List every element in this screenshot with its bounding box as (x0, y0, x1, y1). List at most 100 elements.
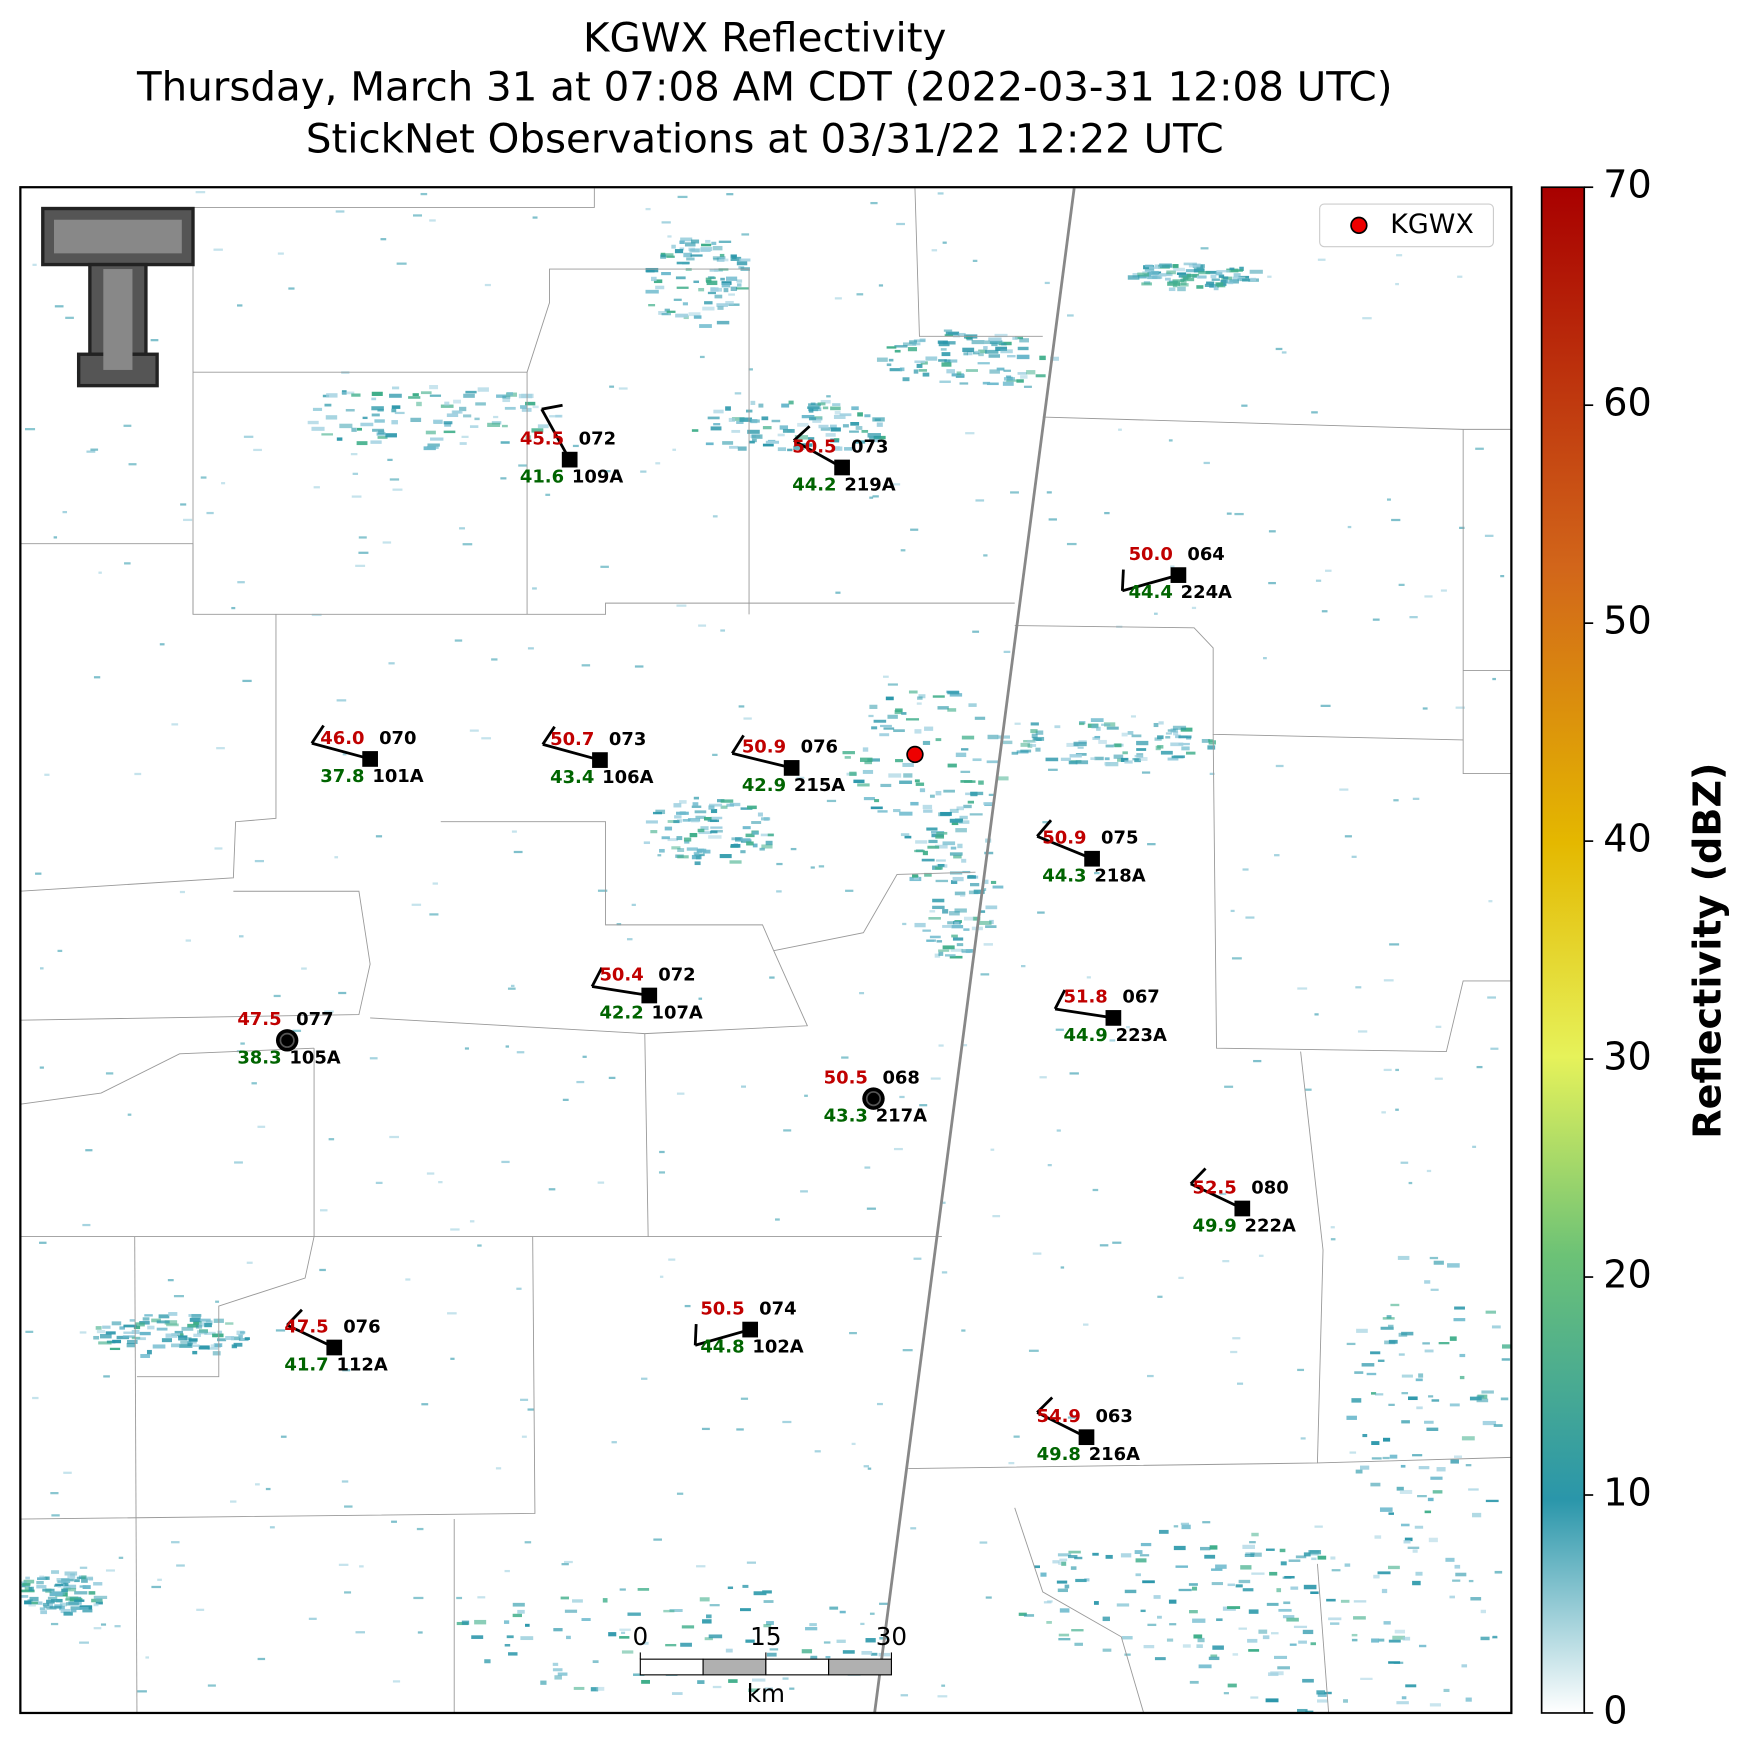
radar-echo (74, 1599, 85, 1602)
radar-echo (1343, 1699, 1348, 1703)
wind-barb (1036, 835, 1093, 861)
radar-echo (1353, 1616, 1366, 1620)
radar-echo (253, 448, 262, 452)
radar-echo (871, 726, 878, 730)
radar-echo (983, 943, 993, 946)
state-line (873, 188, 1076, 1713)
radar-echo (818, 865, 825, 868)
radar-echo (62, 510, 68, 514)
radar-echo (1153, 722, 1159, 728)
radar-echo (1392, 1635, 1406, 1640)
radar-echo (701, 243, 712, 247)
radar-echo (572, 444, 579, 448)
radar-echo (661, 836, 670, 840)
radar-echo (1308, 1550, 1322, 1555)
radar-echo (866, 1207, 876, 1210)
radar-echo (477, 1244, 482, 1247)
radar-echo (387, 458, 393, 462)
radar-echo (912, 874, 919, 878)
radar-echo (238, 1338, 249, 1342)
radar-echo (493, 415, 499, 419)
radar-echo (1374, 1393, 1384, 1396)
radar-echo (1006, 379, 1019, 382)
radar-echo (707, 276, 715, 279)
colorbar-tick-label: 70 (1603, 163, 1652, 207)
radar-echo (834, 297, 842, 300)
radar-echo (552, 1662, 559, 1666)
radar-echo (941, 1271, 948, 1274)
radar-echo (1303, 1584, 1317, 1590)
radar-echo (205, 1320, 213, 1325)
radar-echo (1248, 1649, 1260, 1652)
radar-echo (164, 1320, 178, 1325)
radar-echo (1045, 757, 1059, 762)
radar-echo (994, 333, 1008, 338)
radar-echo (675, 276, 686, 280)
radar-echo (664, 308, 670, 312)
radar-echo (1412, 797, 1420, 800)
radar-echo (1137, 272, 1150, 277)
radar-echo (1417, 1495, 1427, 1498)
radar-echo (206, 511, 214, 515)
radar-echo (301, 967, 307, 970)
radar-echo (640, 470, 647, 473)
radar-echo (988, 354, 1001, 358)
radar-echo (597, 1181, 605, 1184)
radar-echo (895, 759, 904, 763)
wind-barb (731, 751, 792, 770)
radar-echo (1193, 1634, 1203, 1639)
radar-echo (889, 368, 903, 372)
radar-echo (693, 315, 702, 319)
radar-echo (1204, 1554, 1216, 1559)
radar-echo (440, 404, 454, 408)
temperature: 50.0 (1129, 544, 1173, 565)
radar-echo (699, 355, 705, 359)
radar-echo (941, 352, 951, 357)
radar-echo (1320, 704, 1331, 707)
radar-echo (938, 359, 947, 362)
radar-echo (686, 257, 695, 261)
colorbar-tick-label: 40 (1603, 817, 1652, 861)
radar-echo (1447, 1263, 1460, 1268)
radar-echo (746, 841, 754, 846)
radar-echo (1360, 1677, 1373, 1680)
radar-echo (1003, 650, 1011, 654)
radar-echo (923, 809, 933, 813)
radar-echo (730, 844, 741, 848)
radar-echo (861, 429, 869, 433)
radar-echo (187, 1342, 193, 1346)
radar-echo (1126, 1026, 1130, 1029)
radar-echo (1031, 733, 1038, 738)
radar-echo (420, 192, 428, 196)
radar-echo (951, 924, 964, 929)
radar-echo (416, 1527, 424, 1531)
radar-echo (1373, 1574, 1380, 1579)
radar-echo (1357, 1030, 1368, 1033)
radar-echo (319, 1268, 326, 1272)
wind-barb-tick (792, 425, 811, 442)
radar-echo (891, 483, 901, 486)
radar-echo (1159, 263, 1172, 268)
radar-echo (944, 954, 956, 957)
radar-echo (377, 436, 388, 439)
colorbar-tick-label: 10 (1603, 1471, 1652, 1515)
radar-echo (935, 790, 942, 796)
radar-echo (82, 1223, 91, 1227)
radar-echo (1288, 1559, 1301, 1562)
station-marker (834, 459, 850, 476)
radar-echo (1191, 1586, 1198, 1591)
radar-echo (608, 1632, 617, 1637)
radar-echo (1512, 1374, 1519, 1377)
radar-echo (878, 284, 884, 287)
radar-echo (641, 1679, 650, 1684)
radar-echo (1501, 1358, 1510, 1361)
radar-echo (1075, 1578, 1087, 1583)
radar-echo (537, 424, 549, 429)
radar-echo (338, 1563, 349, 1566)
radar-echo (168, 1312, 178, 1316)
radar-echo (63, 1588, 77, 1592)
radar-echo (820, 427, 831, 431)
radar-echo (742, 826, 751, 830)
radar-echo (702, 1619, 712, 1624)
radar-echo (501, 424, 508, 428)
